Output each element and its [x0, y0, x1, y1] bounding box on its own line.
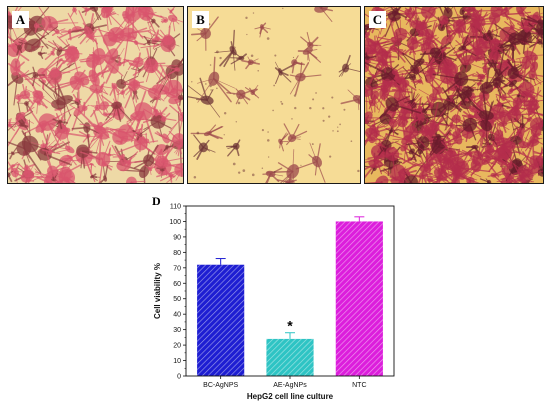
- x-tick-label: NTC: [352, 382, 366, 389]
- bar-hatch-ae-agnps: [266, 338, 314, 376]
- micrograph-c-image: [365, 7, 543, 183]
- error-bar-ntc: [354, 216, 365, 222]
- plot-frame: [185, 205, 395, 377]
- y-tick-label: 20: [173, 343, 181, 350]
- y-tick-label: 50: [173, 296, 181, 303]
- micrograph-panel-a: A: [7, 6, 184, 184]
- error-bar-bc-agnps: [215, 258, 226, 265]
- y-tick-label: 0: [177, 374, 181, 381]
- x-tick-label: AE-AgNPs: [273, 382, 307, 389]
- y-tick-label: 40: [173, 312, 181, 319]
- error-bar-ae-agnps: [285, 332, 295, 339]
- micrograph-b-image: [188, 7, 360, 183]
- y-tick-label: 30: [173, 327, 181, 334]
- y-axis-title: Cell viability %: [153, 263, 162, 319]
- y-tick-label: 80: [173, 250, 181, 257]
- bar-chart: BC-AgNPS AE-AgNPs * NTC 0 10 20 30 40 50 60 70 80 90 1…: [153, 204, 395, 401]
- y-tick-label: 90: [173, 234, 181, 241]
- panel-b-label: B: [192, 11, 209, 28]
- micrograph-panel-c: C: [364, 6, 544, 184]
- bar-chart-panel-d: D BC-AgNPS AE-AgNPs * NTC 0 10 20 30 40 50 60 70 80 9…: [148, 192, 402, 404]
- micrograph-a-image: [8, 7, 183, 183]
- y-tick-label: 100: [169, 219, 181, 226]
- significance-asterisk: *: [287, 318, 293, 334]
- y-tick-label: 10: [173, 358, 181, 365]
- y-tick-label: 110: [170, 204, 181, 211]
- y-tick-label: 60: [173, 281, 181, 288]
- micrograph-panel-b: B: [187, 6, 361, 184]
- panel-c-label: C: [369, 11, 386, 28]
- y-tick-label: 70: [173, 265, 181, 272]
- panel-a-label: A: [12, 11, 29, 28]
- bar-hatch-ntc: [335, 221, 383, 376]
- x-axis-title: HepG2 cell line culture: [247, 392, 334, 401]
- panel-d-label: D: [152, 194, 161, 208]
- x-tick-label: BC-AgNPS: [203, 382, 238, 389]
- bar-hatch-bc-agnps: [197, 264, 245, 376]
